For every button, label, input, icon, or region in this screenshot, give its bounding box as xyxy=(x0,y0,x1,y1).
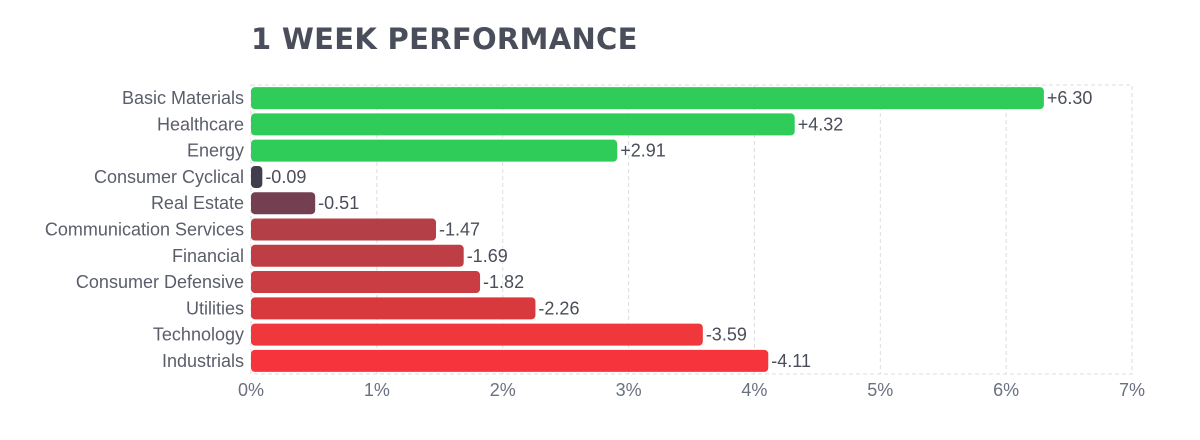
plot-frame xyxy=(250,84,1133,375)
bar xyxy=(251,323,703,346)
bar xyxy=(251,218,437,241)
x-tick-label: 2% xyxy=(490,380,516,400)
x-tick-label: 3% xyxy=(616,380,642,400)
bar xyxy=(251,139,618,162)
tick-layer: 0% 1% 2% 3% 4% 5% 6% 7% xyxy=(238,380,1145,400)
bar xyxy=(251,297,536,320)
category-label: Consumer Cyclical xyxy=(94,167,244,187)
bar xyxy=(251,87,1044,110)
bar xyxy=(251,271,481,294)
value-label: -4.11 xyxy=(771,351,811,371)
category-label: Utilities xyxy=(186,298,244,318)
category-label: Energy xyxy=(187,141,244,161)
value-label: -0.51 xyxy=(318,193,359,213)
x-tick-label: 6% xyxy=(993,380,1019,400)
value-label: -1.47 xyxy=(439,220,480,240)
x-tick-label: 0% xyxy=(238,380,264,400)
bar-layer xyxy=(251,87,1044,372)
value-label: +4.32 xyxy=(798,114,844,134)
chart-title: 1 WEEK PERFORMANCE xyxy=(251,22,638,56)
value-label: +2.91 xyxy=(620,141,666,161)
value-label: -1.82 xyxy=(483,272,524,292)
category-label: Consumer Defensive xyxy=(76,272,244,292)
category-label: Communication Services xyxy=(45,220,244,240)
bar xyxy=(251,113,795,136)
x-tick-label: 7% xyxy=(1119,380,1145,400)
value-label: +6.30 xyxy=(1047,88,1093,108)
value-label: -1.69 xyxy=(467,246,508,266)
bar xyxy=(251,244,464,267)
x-tick-label: 4% xyxy=(741,380,767,400)
value-label: -2.26 xyxy=(538,298,579,318)
value-label: -0.09 xyxy=(265,167,306,187)
bar xyxy=(251,349,769,372)
category-label: Basic Materials xyxy=(122,88,244,108)
value-label: -3.59 xyxy=(706,325,747,345)
category-label: Real Estate xyxy=(151,193,244,213)
bar xyxy=(251,165,263,188)
bar xyxy=(251,192,316,215)
category-label: Financial xyxy=(172,246,244,266)
category-label: Healthcare xyxy=(157,114,244,134)
label-layer: Basic Materials +6.30 Healthcare +4.32 Energ… xyxy=(45,88,1093,371)
x-tick-label: 1% xyxy=(364,380,390,400)
category-label: Industrials xyxy=(162,351,244,371)
x-tick-label: 5% xyxy=(867,380,893,400)
category-label: Technology xyxy=(153,325,244,345)
